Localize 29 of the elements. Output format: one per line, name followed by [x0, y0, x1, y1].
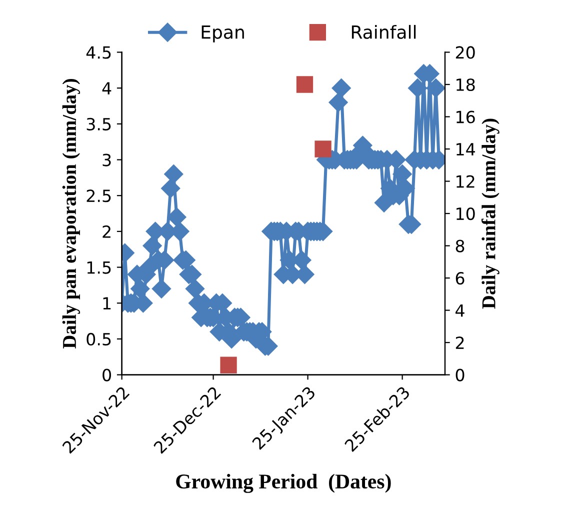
- y2-tick-label: 4: [456, 304, 464, 317]
- y2-tick-label: 14: [456, 143, 475, 156]
- point: [296, 76, 314, 93]
- y-axis-title: Daily pan evaporation (mm/day): [62, 79, 80, 348]
- legend-label: Epan: [202, 26, 244, 42]
- y2-tick-label: 16: [456, 110, 475, 124]
- y2-axis-title: Daily rainfal (mm/day): [481, 118, 500, 309]
- y2-tick-label: 20: [456, 46, 475, 59]
- y-tick-label: 2: [102, 225, 110, 238]
- y-tick-label: 2.5: [86, 190, 111, 202]
- y-tick-label: 1: [103, 297, 111, 310]
- y2-tick-label: 10: [456, 207, 475, 220]
- y2-tick-label: 6: [456, 272, 464, 285]
- y-tick-label: 0.5: [86, 332, 111, 346]
- y-tick-label: 3.5: [86, 118, 111, 130]
- y2-tick-label: 12: [456, 175, 474, 188]
- legend-label: Rainfall: [352, 24, 416, 39]
- y-tick-label: 0: [102, 368, 111, 382]
- y-tick-label: 4.5: [86, 46, 111, 59]
- point: [314, 140, 332, 158]
- y2-tick-label: 0: [456, 368, 464, 382]
- y-tick-label: 4: [102, 82, 112, 94]
- y2-tick-label: 8: [456, 240, 464, 252]
- y-tick-label: 3: [102, 154, 111, 166]
- y2-tick-label: 2: [456, 336, 464, 349]
- y2-tick-label: 18: [456, 78, 475, 92]
- x-axis-title: Growing Period (Dates): [176, 474, 391, 493]
- point: [220, 356, 237, 374]
- y-tick-label: 1.5: [87, 261, 111, 274]
